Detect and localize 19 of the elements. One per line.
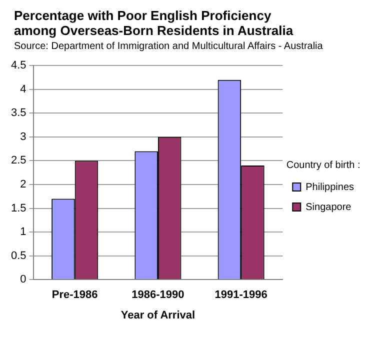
y-tick-label: 0 (20, 274, 26, 286)
y-tick-label: 1 (20, 226, 26, 238)
x-axis-title: Year of Arrival (120, 309, 196, 322)
chart-subtitle: Source: Department of Immigration and Multicultural Affairs - Australia (14, 41, 324, 52)
y-tick-label: 0.5 (10, 250, 26, 262)
y-tick-label: 2 (20, 178, 26, 191)
y-tick-label: 2.5 (10, 154, 26, 167)
y-tick-label: 3 (20, 130, 26, 143)
y-tick-label: 3.5 (10, 107, 26, 120)
y-tick-label: 1.5 (10, 202, 26, 214)
x-tick-label: Pre-1986 (52, 289, 98, 302)
legend-title: Country of birth : (286, 160, 360, 171)
legend-label: Singapore (306, 202, 352, 213)
y-tick-label: 4.5 (10, 60, 26, 72)
x-tick-label: 1986-1990 (132, 289, 184, 302)
chart-title: Percentage with Poor English Proficiency among Overseas-Born Residents in Australia (14, 8, 294, 38)
legend-label: Philippines (306, 182, 354, 193)
y-tick-label: 4 (20, 83, 26, 96)
x-tick-label: 1991-1996 (214, 289, 268, 302)
